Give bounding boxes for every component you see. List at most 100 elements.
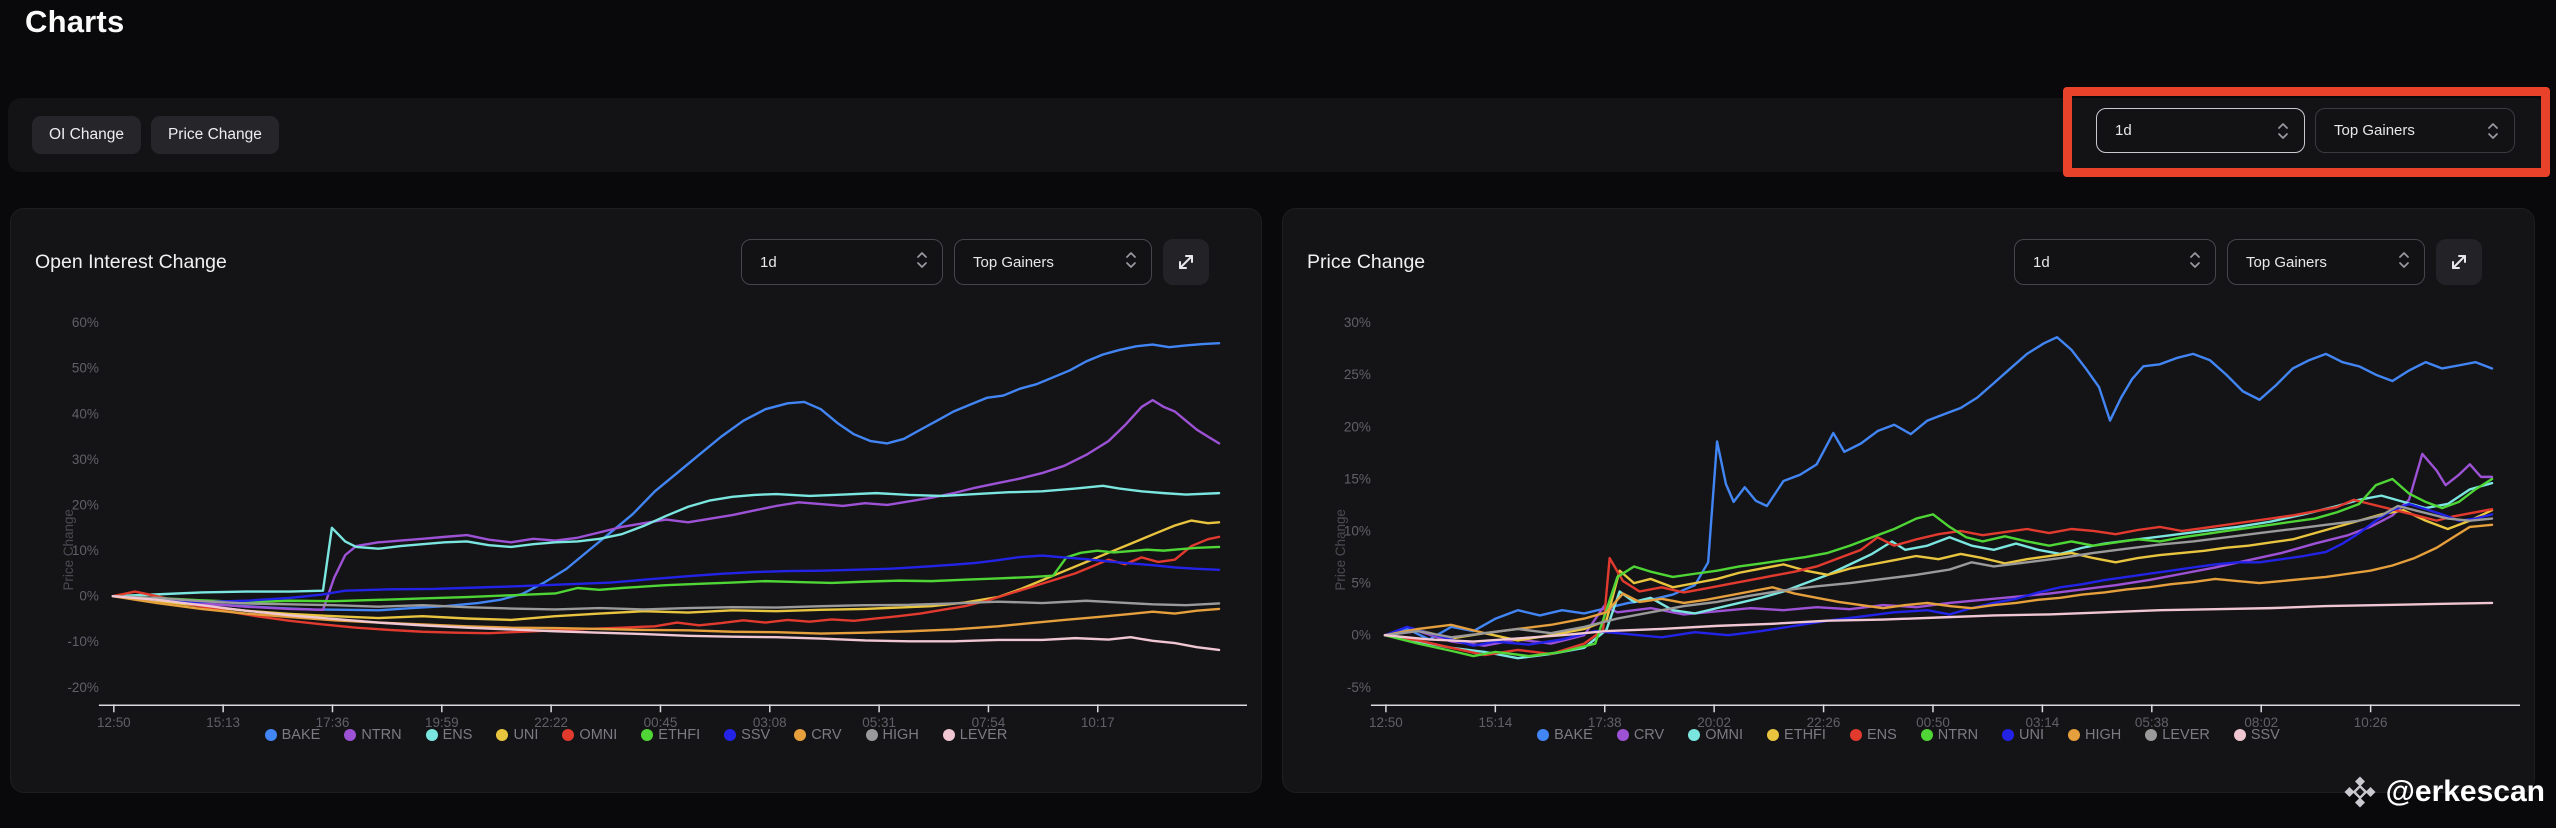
legend-item-ntrn[interactable]: NTRN (1920, 727, 1978, 743)
legend-label: HIGH (2085, 727, 2122, 743)
watermark: @erkescan (2342, 774, 2545, 810)
expand-button[interactable] (2436, 239, 2482, 285)
svg-text:-20%: -20% (67, 680, 98, 695)
svg-text:0%: 0% (79, 589, 98, 604)
legend-label: ETHFI (658, 727, 701, 743)
legend-label: ENS (442, 727, 473, 743)
global-filter-select[interactable]: Top Gainers (2315, 108, 2515, 153)
legend-dot (1688, 729, 1701, 741)
legend-label: UNI (513, 727, 539, 743)
svg-text:15:13: 15:13 (206, 715, 240, 730)
global-timeframe-select[interactable]: 1d (2096, 108, 2305, 153)
timeframe-select[interactable]: 1d (741, 239, 943, 285)
svg-text:12:50: 12:50 (1369, 715, 1403, 730)
svg-text:07:54: 07:54 (972, 715, 1006, 730)
svg-text:60%: 60% (72, 315, 99, 330)
svg-text:50%: 50% (72, 361, 99, 376)
legend-item-ssv[interactable]: SSV (2233, 727, 2280, 743)
chart-legend: BAKE NTRN ENS UNI OMNI ETHFI SSV CRV HIGH LEVER (11, 727, 1261, 743)
global-filter-value: Top Gainers (2334, 122, 2415, 139)
legend-item-bake[interactable]: BAKE (1537, 727, 1593, 743)
legend-item-ens[interactable]: ENS (1849, 727, 1897, 743)
svg-text:19:59: 19:59 (425, 715, 459, 730)
legend-item-lever[interactable]: LEVER (2145, 727, 2210, 743)
legend-label: CRV (1633, 727, 1665, 743)
legend-label: ENS (1866, 727, 1897, 743)
legend-dot (1616, 729, 1629, 741)
legend-item-ssv[interactable]: SSV (724, 727, 770, 743)
chevron-up-down-icon (2397, 249, 2411, 275)
svg-text:15%: 15% (1344, 471, 1371, 486)
legend-label: BAKE (1554, 727, 1593, 743)
expand-icon (2448, 251, 2470, 273)
filter-select[interactable]: Top Gainers (954, 239, 1152, 285)
svg-text:Price Change: Price Change (1333, 509, 1348, 591)
legend-dot (2233, 729, 2246, 741)
chevron-up-down-icon (2486, 120, 2500, 142)
svg-text:15:14: 15:14 (1478, 715, 1512, 730)
legend-dot (425, 729, 438, 741)
global-timeframe-value: 1d (2115, 122, 2132, 139)
legend-item-lever[interactable]: LEVER (942, 727, 1008, 743)
legend-item-ens[interactable]: ENS (425, 727, 473, 743)
chart-legend: BAKE CRV OMNI ETHFI ENS NTRN UNI HIGH LEVER SSV (1283, 727, 2534, 743)
svg-text:10:26: 10:26 (2354, 715, 2388, 730)
svg-text:05:31: 05:31 (862, 715, 896, 730)
legend-dot (2145, 729, 2158, 741)
svg-text:17:36: 17:36 (316, 715, 350, 730)
timeframe-select[interactable]: 1d (2014, 239, 2216, 285)
legend-item-uni[interactable]: UNI (2002, 727, 2044, 743)
svg-text:22:26: 22:26 (1807, 715, 1841, 730)
svg-text:08:02: 08:02 (2244, 715, 2278, 730)
legend-dot (865, 729, 878, 741)
legend-item-high[interactable]: HIGH (2068, 727, 2121, 743)
price-change-button[interactable]: Price Change (150, 116, 279, 154)
legend-item-omni[interactable]: OMNI (562, 727, 617, 743)
svg-text:03:08: 03:08 (753, 715, 787, 730)
svg-text:20%: 20% (1344, 419, 1371, 434)
svg-text:-5%: -5% (1347, 680, 1371, 695)
legend-label: ETHFI (1784, 727, 1826, 743)
svg-text:40%: 40% (72, 406, 99, 421)
legend-dot (264, 729, 277, 741)
legend-label: OMNI (579, 727, 618, 743)
svg-text:00:45: 00:45 (644, 715, 678, 730)
panel-title: Open Interest Change (35, 251, 227, 273)
price-change-chart: Price Change 30% 25% 20% 15% 10% 5% 0% -5% 12:50 1… (1333, 315, 2521, 730)
oi-change-chart: Price Change 60% 50% 40% 30% 20% 10% 0% -10% -20%… (61, 315, 1248, 730)
binance-diamond-icon (2342, 774, 2378, 810)
legend-label: HIGH (882, 727, 919, 743)
chevron-up-down-icon (1124, 249, 1138, 275)
legend-label: SSV (741, 727, 771, 743)
price-change-panel: Price Change 1d Top Gainers (1282, 208, 2535, 793)
legend-item-ethfi[interactable]: ETHFI (1767, 727, 1826, 743)
legend-item-high[interactable]: HIGH (865, 727, 919, 743)
svg-text:03:14: 03:14 (2026, 715, 2060, 730)
panel-controls: 1d Top Gainers (2014, 239, 2482, 285)
svg-text:25%: 25% (1344, 367, 1371, 382)
legend-dot (1920, 729, 1933, 741)
filter-select[interactable]: Top Gainers (2227, 239, 2425, 285)
legend-label: UNI (2019, 727, 2045, 743)
legend-item-ethfi[interactable]: ETHFI (641, 727, 700, 743)
legend-item-crv[interactable]: CRV (1616, 727, 1665, 743)
legend-item-uni[interactable]: UNI (496, 727, 538, 743)
expand-button[interactable] (1163, 239, 1209, 285)
legend-item-crv[interactable]: CRV (794, 727, 842, 743)
svg-text:10%: 10% (72, 543, 99, 558)
expand-icon (1175, 251, 1197, 273)
svg-text:-10%: -10% (67, 634, 98, 649)
svg-text:00:50: 00:50 (1916, 715, 1950, 730)
legend-item-ntrn[interactable]: NTRN (344, 727, 402, 743)
chevron-up-down-icon (2276, 120, 2290, 142)
watermark-text: @erkescan (2385, 775, 2545, 808)
legend-dot (641, 729, 654, 741)
legend-label: LEVER (959, 727, 1008, 743)
legend-dot (794, 729, 807, 741)
svg-text:0%: 0% (1351, 628, 1371, 643)
legend-item-bake[interactable]: BAKE (264, 727, 320, 743)
legend-item-omni[interactable]: OMNI (1688, 727, 1743, 743)
legend-label: CRV (811, 727, 842, 743)
oi-change-button[interactable]: OI Change (32, 116, 141, 154)
svg-text:5%: 5% (1351, 576, 1371, 591)
